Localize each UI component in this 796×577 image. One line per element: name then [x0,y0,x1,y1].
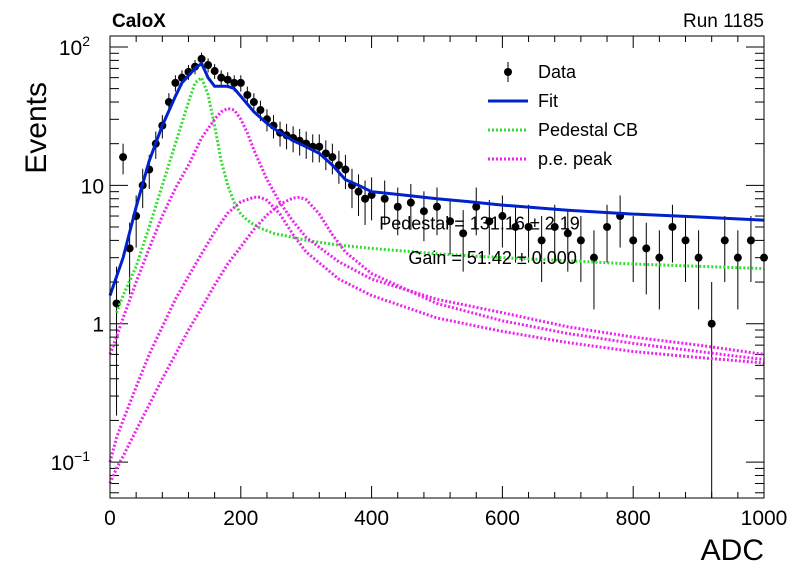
data-point [707,319,716,328]
data-point [334,161,343,170]
x-tick-label: 600 [485,507,520,530]
fit-curve [108,61,765,296]
legend-data-marker [504,68,512,76]
data-point [694,253,703,262]
data-point [668,222,677,231]
data-point [472,202,481,211]
x-tick-label: 1000 [741,507,788,530]
data-point [125,244,134,253]
plot-frame [109,35,765,499]
data-point [197,54,206,63]
data-point [655,253,664,262]
data-point [433,202,441,211]
data-point [563,229,572,238]
x-tick-label: 800 [616,507,651,530]
y-tick-label: 10−1 [51,448,91,475]
data-point [746,236,755,245]
data-point [354,187,363,196]
data-point [393,202,402,211]
data-point [361,194,370,203]
y-tick-label: 10 [81,175,104,198]
fit-annotations: Pedestal = 131.16 ± 2.19 Gain = 51.42 ± 0… [379,213,580,268]
legend-label: Pedestal CB [538,120,638,140]
data-point [603,222,612,231]
data-point [550,222,559,231]
data-point [171,78,180,87]
legend: Data Fit Pedestal CB p.e. peak [488,62,638,169]
data-point [243,90,252,99]
data-point [341,165,350,174]
data-point [419,207,428,216]
fit-annotation: Pedestal = 131.16 ± 2.19 [379,213,580,233]
data-point [498,212,507,221]
series-layer [108,52,768,498]
data-point [217,73,226,82]
data-point [204,61,213,70]
data-point [328,153,337,162]
data-point [230,78,239,87]
y-axis-label: Events [20,82,53,174]
header-left: CaloX [112,11,166,32]
data-point [524,222,533,231]
data-point [210,67,219,76]
legend-label: Fit [538,91,558,111]
fit-annotation: Gain = 51.42 ± 0.000 [408,248,577,268]
data-point [589,253,598,262]
x-tick-label: 200 [223,507,258,530]
data-point [236,78,245,87]
header-right: Run 1185 [683,11,764,32]
x-tick-label: 400 [354,507,389,530]
data-point [576,236,585,245]
data-point [681,236,690,245]
data-point [485,217,494,226]
data-point [537,236,546,245]
data-point [256,106,265,115]
data-point [446,217,455,226]
data-point [642,244,651,253]
pe-peak-curve [108,195,765,485]
data-point [733,253,742,262]
pe-peak-curve [108,106,765,356]
data-point [720,236,729,245]
data-point [112,299,121,308]
data-point [223,75,232,84]
data-point [511,222,520,231]
y-tick-label: 102 [59,33,90,60]
data-point [629,236,638,245]
x-tick-label: 0 [104,507,116,530]
data-point [315,142,324,151]
x-axis-label: ADC [701,534,764,567]
data-point [459,229,468,238]
data-point [249,98,258,107]
data-point [119,153,128,162]
y-tick-label: 1 [92,314,104,337]
data-point [380,194,389,203]
axis-ticks: 0 200 400 600 800 1000 10−1 1 10 102 [51,33,788,530]
legend-label: p.e. peak [538,149,613,169]
data-point [406,198,415,207]
legend-label: Data [538,62,577,82]
